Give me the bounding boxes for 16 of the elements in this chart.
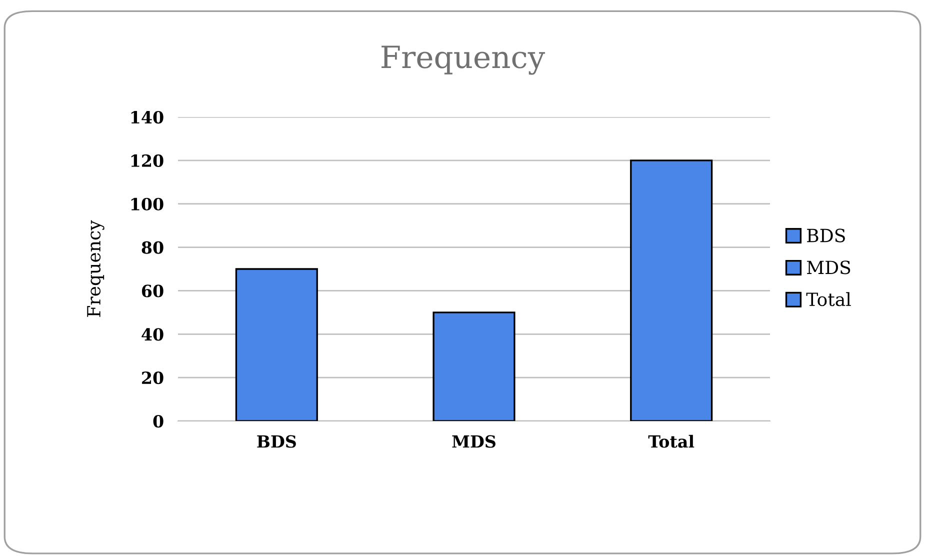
- x-tick-label: MDS: [452, 435, 496, 448]
- y-tick-label: 20: [142, 372, 164, 384]
- y-axis-title: Frequency: [87, 220, 104, 317]
- y-tick-label: 140: [131, 110, 164, 124]
- y-tick-label: 100: [131, 198, 164, 210]
- x-tick-label: Total: [648, 434, 694, 448]
- y-tick-label: 40: [142, 328, 164, 341]
- legend-label: BDS: [807, 228, 845, 242]
- legend-label: Total: [806, 292, 851, 306]
- chart-title: Frequency: [382, 46, 546, 75]
- y-tick-label: 60: [142, 284, 164, 298]
- y-tick-label: 0: [153, 414, 164, 428]
- x-tick-label: BDS: [257, 435, 296, 448]
- legend-label: MDS: [807, 260, 850, 274]
- y-tick-label: 80: [142, 241, 164, 254]
- y-tick-label: 120: [131, 154, 164, 167]
